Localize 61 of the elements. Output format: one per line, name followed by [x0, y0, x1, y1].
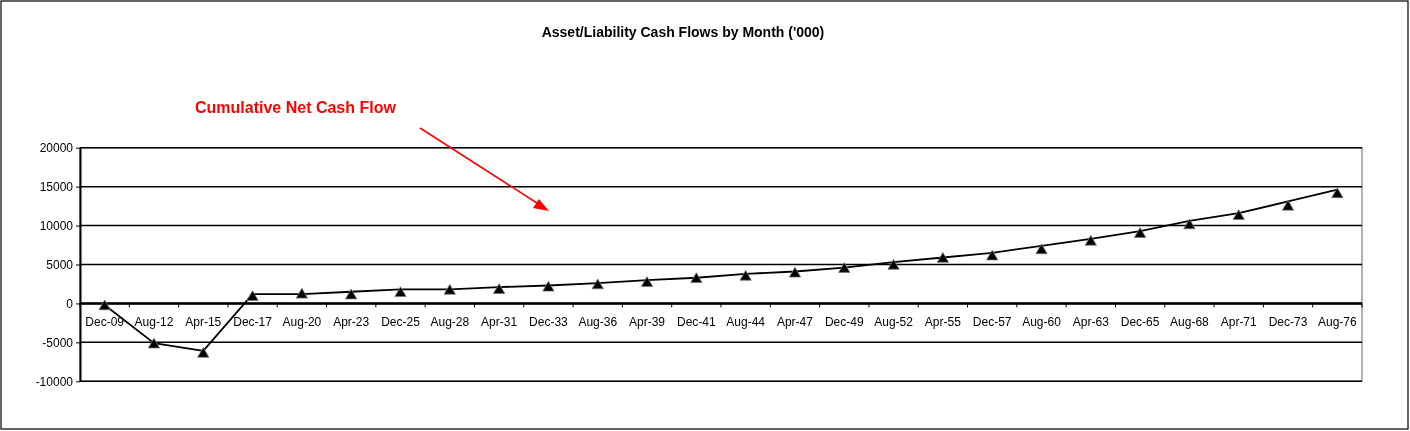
point: [1035, 243, 1048, 255]
x-tick-label: Dec-09: [85, 315, 125, 330]
point: [641, 276, 654, 287]
point: [98, 299, 111, 311]
x-tick-label: Dec-41: [677, 315, 717, 330]
point: [147, 337, 160, 349]
point: [246, 290, 259, 301]
x-tick-label: Aug-52: [874, 315, 914, 330]
point: [1282, 199, 1295, 211]
y-tick-label: 15000: [39, 179, 74, 194]
y-tick-label: -5000: [42, 335, 74, 350]
point: [986, 249, 999, 261]
x-tick-label: Dec-57: [972, 315, 1012, 330]
point: [1134, 227, 1147, 238]
point: [493, 283, 506, 294]
x-tick-label: Aug-36: [578, 315, 618, 330]
point: [739, 270, 752, 281]
point: [887, 259, 900, 270]
point: [838, 262, 851, 273]
point: [591, 278, 604, 290]
point: [295, 287, 308, 299]
point: [690, 272, 703, 283]
x-tick-label: Aug-12: [134, 315, 174, 330]
x-tick-label: Aug-60: [1022, 315, 1062, 330]
y-tick-label: 0: [66, 296, 74, 311]
point: [1331, 187, 1344, 199]
x-tick-label: Apr-55: [924, 315, 962, 330]
x-tick-label: Apr-23: [333, 315, 370, 330]
x-tick-label: Aug-20: [282, 315, 322, 330]
x-tick-label: Aug-44: [726, 315, 766, 330]
point: [1183, 218, 1196, 230]
x-tick-label: Apr-31: [481, 315, 518, 330]
point: [443, 284, 456, 295]
point: [788, 266, 801, 278]
x-tick-label: Apr-63: [1072, 315, 1110, 330]
x-tick-label: Dec-73: [1268, 315, 1308, 330]
y-tick-label: -10000: [35, 374, 74, 389]
x-tick-label: Apr-39: [629, 315, 666, 330]
point: [1232, 209, 1245, 220]
point: [1084, 235, 1097, 246]
y-tick-label: 5000: [46, 257, 74, 272]
text: Cumulative Net Cash Flow: [195, 99, 397, 116]
x-tick-label: Dec-49: [824, 315, 864, 330]
x-tick-label: Aug-28: [430, 315, 470, 330]
point: [936, 252, 949, 263]
x-tick-label: Dec-17: [233, 315, 273, 330]
x-tick-label: Dec-65: [1120, 315, 1160, 330]
point: [542, 280, 555, 292]
y-tick-label: 20000: [39, 141, 74, 156]
x-tick-label: Dec-33: [529, 315, 569, 330]
x-tick-label: Apr-15: [185, 315, 222, 330]
x-tick-label: Dec-25: [381, 315, 421, 330]
x-tick-label: Aug-76: [1317, 315, 1358, 330]
chart-title: Asset/Liability Cash Flows by Month ('000): [541, 24, 825, 40]
x-tick-label: Apr-71: [1220, 315, 1258, 330]
x-tick-label: Apr-47: [776, 315, 814, 330]
point: [197, 347, 210, 358]
x-tick-label: Aug-68: [1170, 315, 1210, 330]
point: [345, 288, 358, 300]
y-tick-label: 10000: [39, 218, 74, 233]
point: [394, 286, 407, 297]
